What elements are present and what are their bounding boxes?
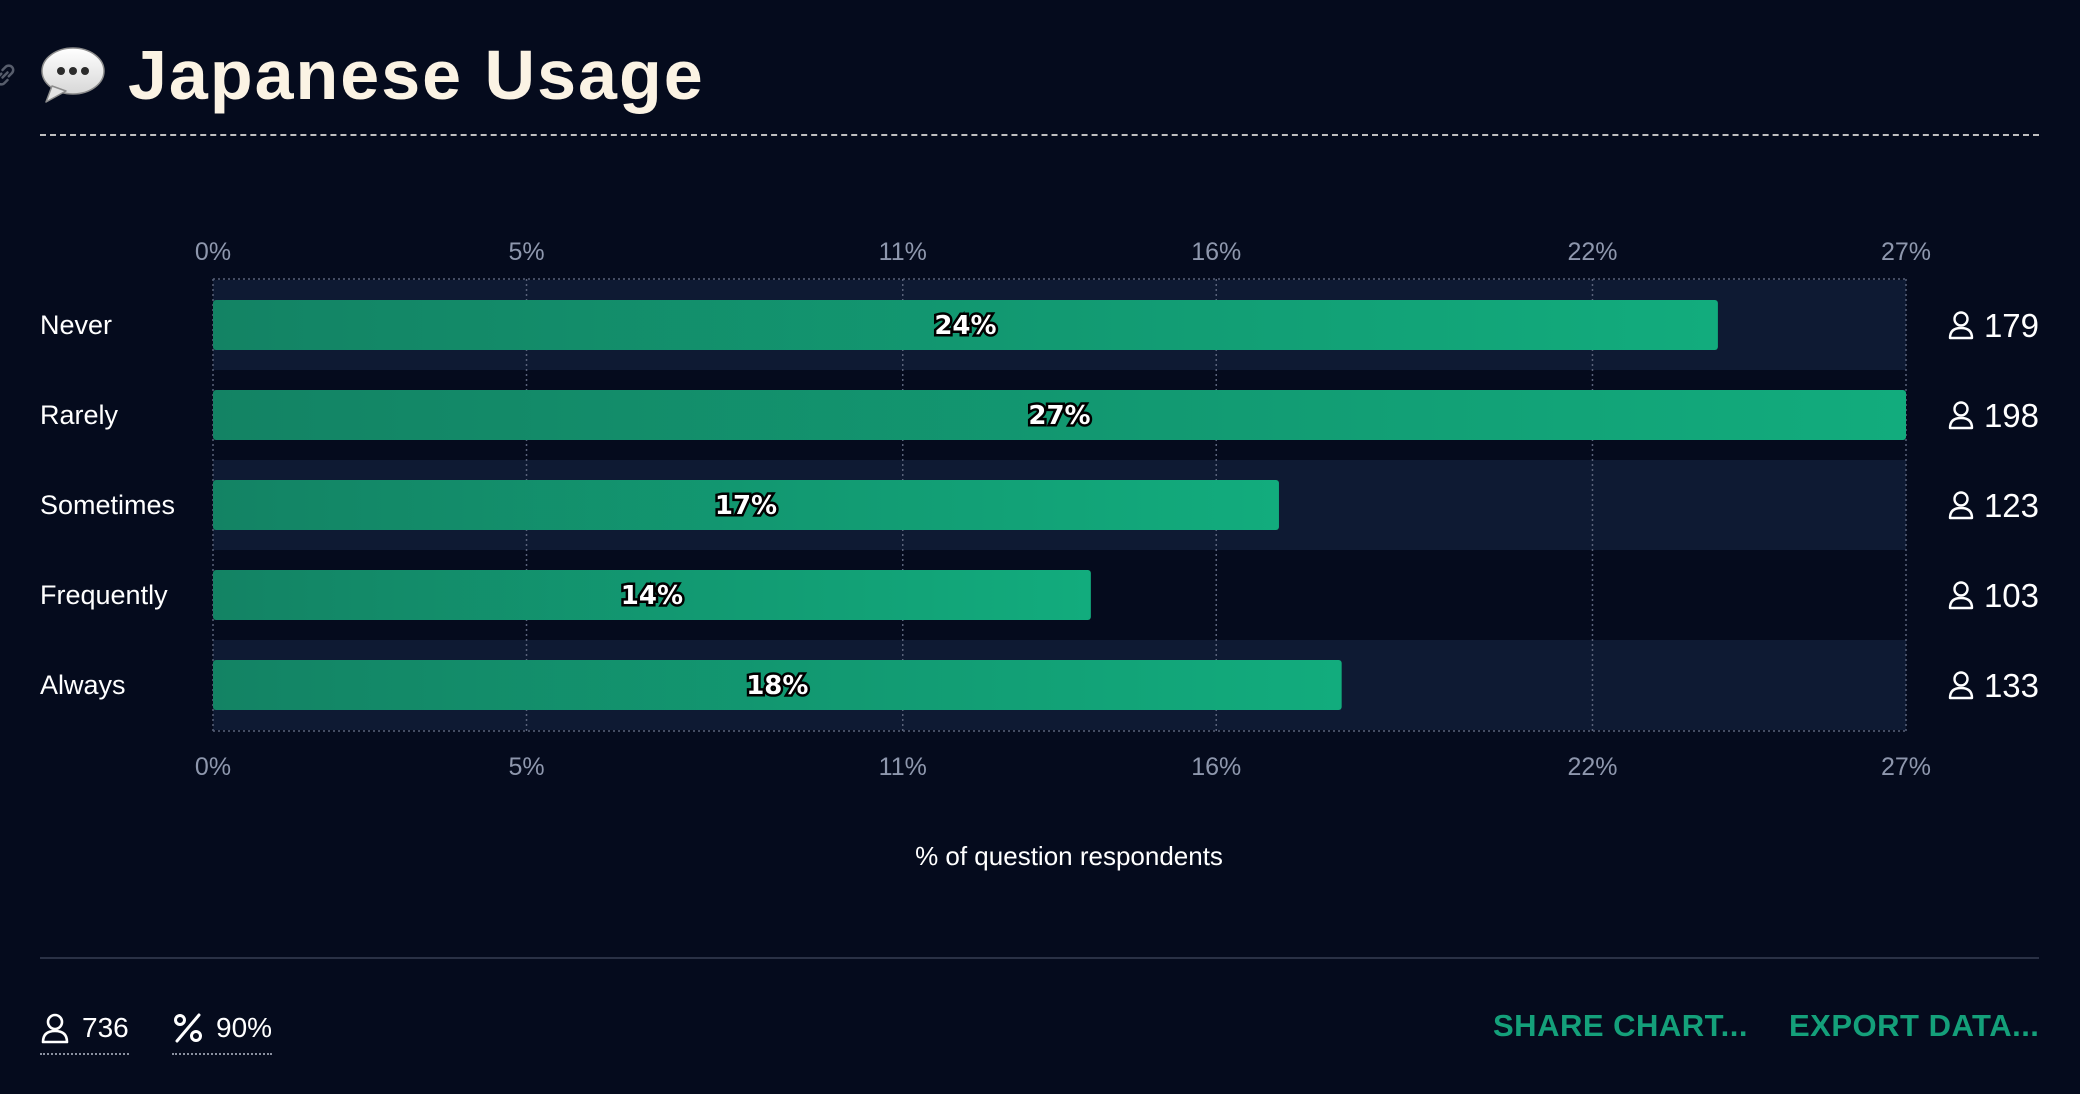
count-value: 198 — [1984, 397, 2039, 434]
person-icon — [1948, 491, 1974, 520]
person-icon — [1948, 311, 1974, 340]
respondent-count: 179 — [1948, 307, 2039, 344]
bar-frequently[interactable] — [213, 570, 1091, 620]
x-tick-label-bottom: 16% — [1191, 753, 1241, 781]
percent-value: 90% — [216, 1012, 273, 1043]
respondent-count: 103 — [1948, 577, 2039, 614]
bar-rarely[interactable] — [213, 390, 1906, 440]
respondent-count: 133 — [1948, 667, 2039, 704]
person-icon — [41, 1013, 69, 1044]
percent-icon — [174, 1013, 202, 1043]
x-axis-title: % of question respondents — [915, 841, 1223, 871]
x-tick-label-top: 11% — [879, 238, 927, 266]
person-icon — [1948, 581, 1974, 610]
bar-never[interactable] — [213, 300, 1718, 350]
respondent-count: 198 — [1948, 397, 2039, 434]
count-value: 179 — [1984, 307, 2039, 344]
percent-respondents[interactable]: 90% — [172, 1007, 273, 1055]
x-tick-label-top: 22% — [1567, 238, 1617, 266]
x-tick-label-bottom: 11% — [879, 753, 927, 781]
bar-chart: 24% 27% 17% 14% 18% 0% 5% 11% 16% 22% 27% 0% 5% 11%… — [40, 238, 2039, 871]
x-tick-label-top: 16% — [1191, 238, 1241, 266]
category-label-never: Never — [40, 310, 112, 340]
title-divider — [40, 134, 2039, 136]
bar-value-label: 14% — [621, 581, 683, 611]
total-respondents[interactable]: 736 — [40, 1007, 129, 1055]
x-tick-label-top: 27% — [1881, 238, 1931, 266]
count-value: 103 — [1984, 577, 2039, 614]
link-icon[interactable] — [0, 60, 20, 90]
x-tick-label-bottom: 22% — [1567, 753, 1617, 781]
bar-value-label: 18% — [746, 671, 808, 701]
category-label-rarely: Rarely — [40, 400, 119, 430]
speech-bubble-icon — [41, 47, 105, 103]
chart-header: Japanese Usage — [40, 40, 705, 110]
chart-title: Japanese Usage — [128, 36, 705, 114]
person-icon — [1948, 401, 1974, 430]
export-data-button[interactable]: EXPORT DATA... — [1789, 1008, 2040, 1043]
bar-always[interactable] — [213, 660, 1342, 710]
category-label-sometimes: Sometimes — [40, 490, 175, 520]
x-tick-label-top: 5% — [508, 238, 544, 266]
respondent-count: 123 — [1948, 487, 2039, 524]
bar-value-label: 27% — [1028, 401, 1090, 431]
person-icon — [1948, 671, 1974, 700]
bar-sometimes[interactable] — [213, 480, 1279, 530]
count-value: 123 — [1984, 487, 2039, 524]
category-label-frequently: Frequently — [40, 580, 168, 610]
category-label-always: Always — [40, 670, 126, 700]
x-tick-label-bottom: 27% — [1881, 753, 1931, 781]
x-tick-label-top: 0% — [195, 238, 231, 266]
x-tick-label-bottom: 5% — [508, 753, 544, 781]
x-tick-label-bottom: 0% — [195, 753, 231, 781]
count-value: 133 — [1984, 667, 2039, 704]
footer-divider — [40, 957, 2039, 959]
bar-value-label: 24% — [934, 311, 996, 341]
bar-value-label: 17% — [715, 491, 777, 521]
respondents-count: 736 — [82, 1012, 129, 1043]
share-chart-button[interactable]: SHARE CHART... — [1493, 1008, 1749, 1043]
